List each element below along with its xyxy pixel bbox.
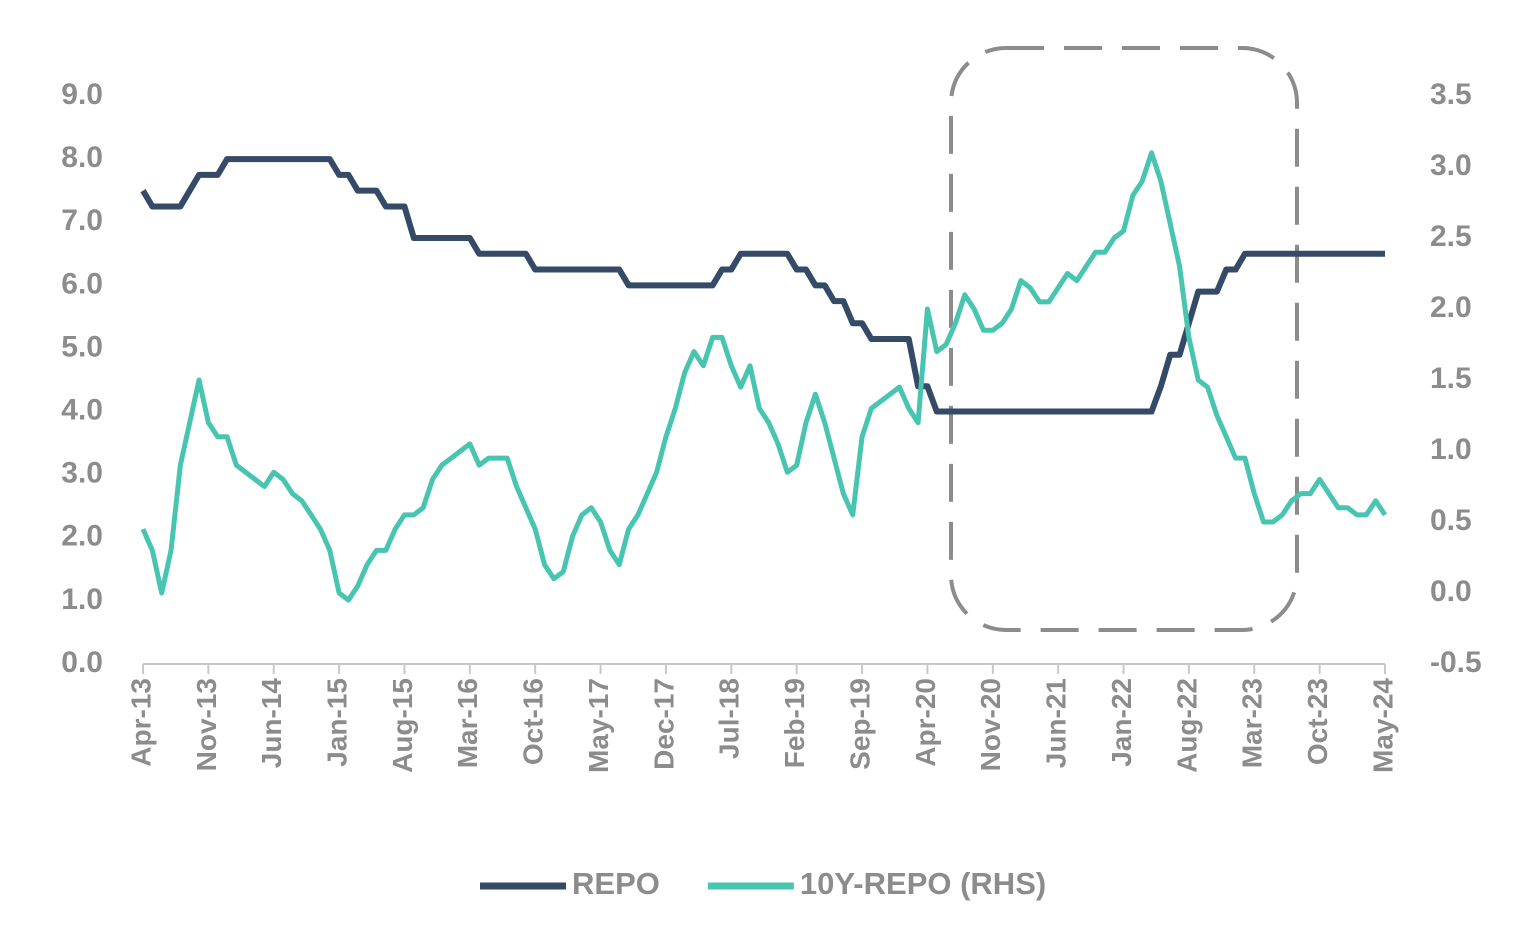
x-tick-label: May-17 — [583, 678, 614, 773]
legend-label: REPO — [572, 866, 660, 901]
x-tick-label: Nov-13 — [191, 678, 222, 771]
x-tick-label: Oct-16 — [518, 678, 549, 765]
x-tick-label: Jan-22 — [1106, 678, 1137, 767]
x-tick-label: Jun-14 — [256, 678, 287, 769]
x-tick-label: Jan-15 — [321, 678, 352, 767]
x-tick-label: May-24 — [1367, 678, 1398, 773]
x-tick-label: Oct-23 — [1302, 678, 1333, 765]
x-tick-label: Apr-13 — [125, 678, 156, 767]
y-tick-label: 7.0 — [61, 204, 103, 237]
x-tick-label: Jul-18 — [714, 678, 745, 759]
y-tick-label: 6.0 — [61, 267, 103, 300]
x-tick-label: Aug-15 — [387, 678, 418, 773]
x-tick-label: Jun-21 — [1041, 678, 1072, 768]
y-tick-label: 0.0 — [61, 646, 103, 679]
y2-tick-label: 2.5 — [1430, 220, 1472, 253]
y-tick-label: 1.0 — [61, 583, 103, 616]
x-tick-label: Dec-17 — [648, 678, 679, 770]
x-tick-label: Sep-19 — [844, 678, 875, 770]
x-tick-label: Nov-20 — [975, 678, 1006, 771]
y2-tick-label: 1.0 — [1430, 433, 1472, 466]
y-tick-label: 3.0 — [61, 457, 103, 490]
series-line — [140, 150, 1388, 603]
y2-tick-label: 0.0 — [1430, 575, 1472, 608]
y2-tick-label: -0.5 — [1430, 646, 1482, 679]
x-tick-label: Apr-20 — [910, 678, 941, 767]
series-line — [140, 156, 1385, 415]
y-tick-label: 2.0 — [61, 520, 103, 553]
legend-label: 10Y-REPO (RHS) — [800, 866, 1046, 901]
x-tick-label: Feb-19 — [779, 678, 810, 768]
y2-tick-label: 0.5 — [1430, 504, 1472, 537]
x-tick-label: Mar-16 — [452, 678, 483, 768]
y2-tick-label: 3.5 — [1430, 78, 1472, 111]
y-tick-label: 4.0 — [61, 393, 103, 426]
y2-tick-label: 1.5 — [1430, 362, 1472, 395]
y-tick-label: 9.0 — [61, 78, 103, 111]
highlight-box — [949, 46, 1299, 632]
x-tick-label: Aug-22 — [1171, 678, 1202, 773]
y2-tick-label: 2.0 — [1430, 291, 1472, 324]
x-tick-label: Mar-23 — [1237, 678, 1268, 768]
y2-tick-label: 3.0 — [1430, 149, 1472, 182]
y-tick-label: 8.0 — [61, 141, 103, 174]
y-tick-label: 5.0 — [61, 330, 103, 363]
